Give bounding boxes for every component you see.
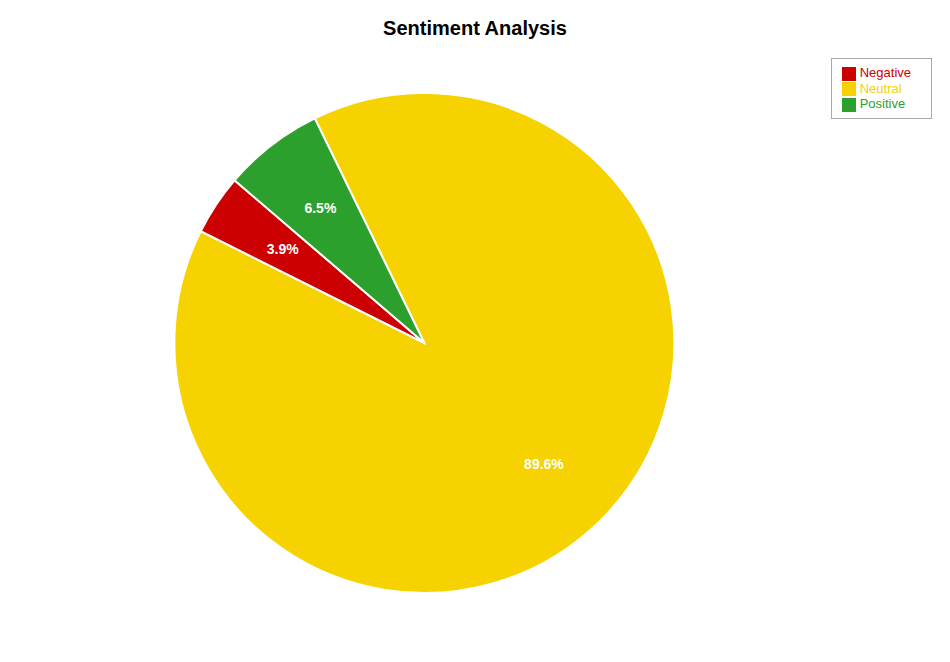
- svg-text:3.9%: 3.9%: [267, 241, 299, 257]
- html-text:Sentiment Analysis: Sentiment Analysis: [383, 17, 567, 39]
- html-text:Neutral: Neutral: [859, 80, 902, 96]
- svg-text:89.6%: 89.6%: [524, 456, 564, 472]
- html-text:Positive: Positive: [859, 96, 906, 112]
- html-text:Negative: Negative: [859, 65, 911, 80]
- svg-text:6.5%: 6.5%: [304, 200, 336, 216]
